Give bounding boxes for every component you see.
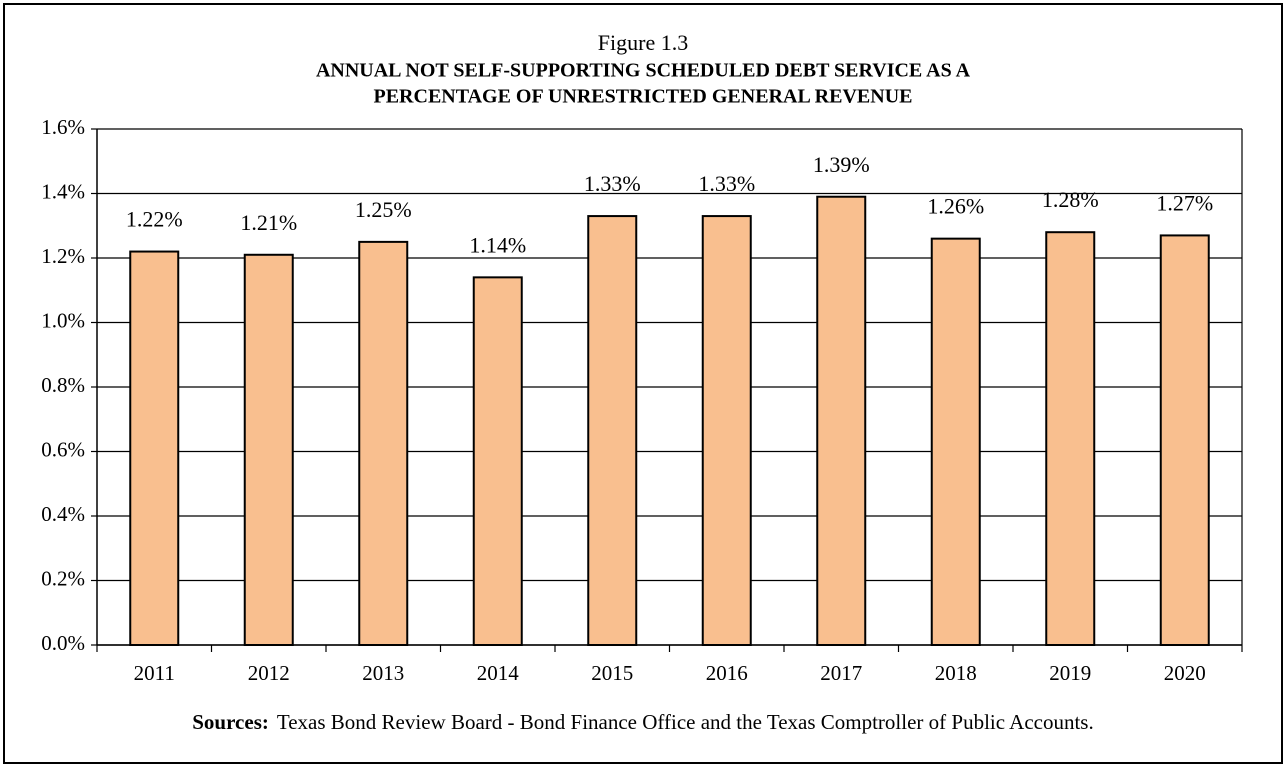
x-tick-label: 2014 — [477, 661, 520, 685]
bar — [358, 240, 409, 646]
bar — [701, 215, 752, 646]
figure-label: Figure 1.3 — [598, 30, 688, 55]
chart-title: PERCENTAGE OF UNRESTRICTED GENERAL REVEN… — [374, 86, 913, 108]
source-text: Texas Bond Review Board - Bond Finance O… — [277, 710, 1094, 734]
y-tick-label: 1.2% — [41, 244, 85, 268]
x-tick-label: 2011 — [134, 661, 175, 685]
value-label: 1.28% — [1042, 187, 1099, 212]
y-tick-label: 0.4% — [41, 502, 85, 526]
value-label: 1.21% — [240, 210, 297, 235]
y-tick-label: 0.0% — [41, 631, 85, 655]
value-label: 1.27% — [1156, 190, 1213, 215]
bar — [816, 195, 867, 646]
source-label: Sources: — [192, 710, 269, 734]
y-tick-label: 0.8% — [41, 373, 85, 397]
y-tick-label: 1.0% — [41, 308, 85, 332]
bar — [587, 215, 638, 646]
x-tick-label: 2020 — [1164, 661, 1206, 685]
x-tick-label: 2013 — [362, 661, 404, 685]
bar — [472, 276, 523, 646]
value-label: 1.33% — [584, 171, 641, 196]
bar — [1045, 231, 1096, 646]
x-tick-label: 2015 — [591, 661, 633, 685]
value-label: 1.26% — [927, 194, 984, 219]
x-tick-label: 2012 — [248, 661, 290, 685]
value-label: 1.33% — [698, 171, 755, 196]
x-tick-label: 2018 — [935, 661, 977, 685]
bar — [1159, 234, 1210, 647]
y-tick-label: 0.2% — [41, 566, 85, 590]
value-label: 1.25% — [355, 197, 412, 222]
x-tick-label: 2019 — [1049, 661, 1091, 685]
bar — [129, 250, 180, 647]
x-tick-label: 2017 — [820, 661, 862, 685]
y-tick-label: 1.4% — [41, 179, 85, 203]
y-tick-label: 1.6% — [41, 115, 85, 139]
x-tick-label: 2016 — [706, 661, 748, 685]
value-label: 1.14% — [469, 232, 526, 257]
bar — [930, 237, 981, 646]
value-label: 1.39% — [813, 152, 870, 177]
chart-title: ANNUAL NOT SELF-SUPPORTING SCHEDULED DEB… — [316, 60, 971, 82]
y-tick-label: 0.6% — [41, 437, 85, 461]
bar — [243, 253, 294, 646]
source-note: Sources: Texas Bond Review Board - Bond F… — [192, 710, 1093, 734]
value-label: 1.22% — [126, 207, 183, 232]
